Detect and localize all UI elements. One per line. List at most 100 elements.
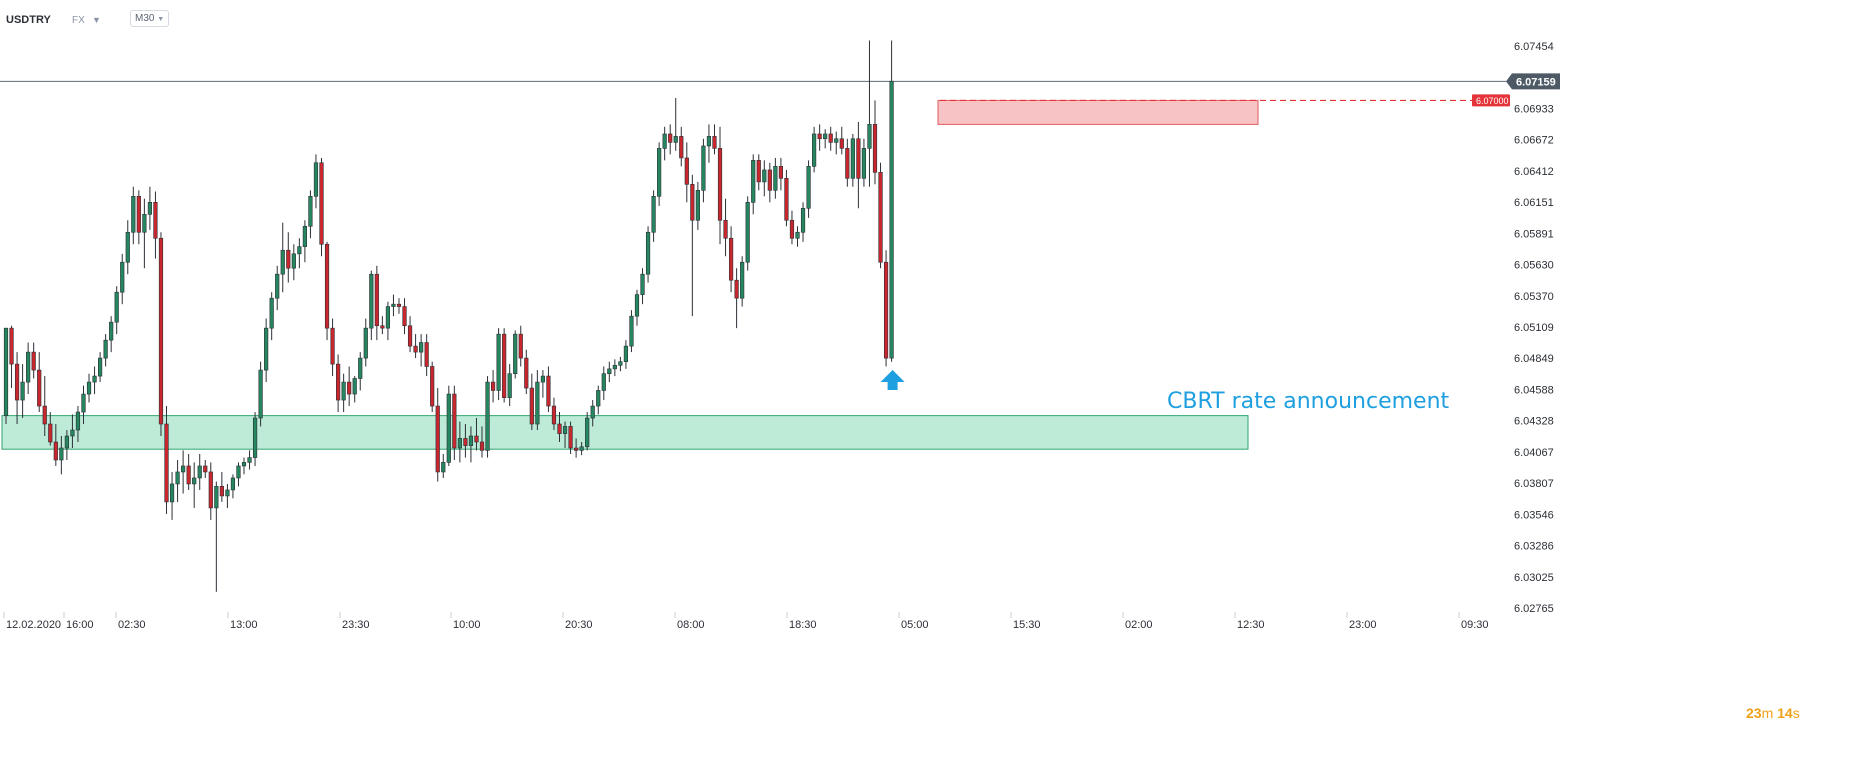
- candle-body-up: [131, 195, 136, 233]
- candle-body-up: [92, 375, 97, 383]
- candle-body-down: [374, 273, 379, 327]
- candle-body-up: [247, 457, 252, 463]
- candle-body-up: [275, 273, 280, 299]
- candle-body-up: [297, 246, 302, 255]
- x-tick-label: 12.02.2020: [6, 619, 61, 631]
- candle-body-up: [70, 429, 75, 437]
- candle-countdown: 23m 14s: [1746, 705, 1800, 721]
- candle-body-down: [380, 325, 385, 329]
- candle-body-down: [728, 237, 734, 281]
- chevron-down-icon: ▼: [157, 16, 165, 23]
- candle-body-up: [97, 357, 103, 377]
- x-tick-label: 12:30: [1237, 619, 1265, 631]
- y-tick-label: 6.05109: [1514, 322, 1554, 334]
- candle-body-up: [120, 261, 125, 293]
- candle-body-up: [800, 207, 806, 233]
- candle-body-up: [867, 124, 872, 149]
- candle-body-down: [690, 184, 695, 221]
- candle-body-down: [878, 172, 883, 263]
- candle-body-down: [186, 465, 191, 485]
- symbol-dropdown-icon[interactable]: ▼: [92, 15, 101, 25]
- x-tick-label: 18:30: [789, 619, 817, 631]
- candle-body-up: [645, 231, 651, 275]
- candle-body-up: [596, 390, 601, 407]
- candle-body-down: [9, 327, 14, 365]
- support-zone: [1, 415, 1249, 450]
- candle-body-down: [479, 441, 485, 451]
- candle-body-up: [740, 261, 745, 299]
- candle-body-up: [59, 447, 64, 461]
- y-tick-label: 6.04849: [1514, 353, 1554, 365]
- y-tick-label: 6.03546: [1514, 509, 1554, 521]
- candle-body-down: [756, 160, 761, 183]
- candle-body-up: [225, 489, 230, 497]
- candle-body-up: [419, 342, 424, 353]
- candle-body-down: [767, 169, 772, 191]
- candles-layer: [3, 40, 894, 592]
- candle-body-up: [612, 364, 617, 370]
- candle-body-up: [607, 368, 612, 374]
- candle-body-down: [712, 136, 717, 149]
- candle-body-up: [861, 148, 867, 179]
- x-tick-label: 20:30: [565, 619, 593, 631]
- candle-body-down: [424, 342, 429, 367]
- resistance-zone: [937, 99, 1259, 125]
- candle-body-up: [241, 462, 247, 467]
- candle-body-up: [823, 133, 828, 140]
- candle-body-down: [817, 133, 822, 140]
- level-tag: [1472, 94, 1510, 107]
- level-label: 6.07000: [1476, 96, 1509, 106]
- candle-body-up: [264, 327, 269, 371]
- y-tick-label: 6.06672: [1514, 135, 1554, 147]
- candle-body-up: [252, 417, 258, 458]
- y-tick-label: 6.07454: [1514, 41, 1554, 53]
- candle-body-up: [3, 327, 9, 416]
- candle-body-down: [452, 393, 457, 449]
- candle-body-up: [706, 136, 712, 147]
- candle-body-down: [474, 435, 479, 443]
- x-tick-label: 05:00: [901, 619, 929, 631]
- candle-body-up: [651, 195, 656, 233]
- candle-body-down: [208, 471, 213, 509]
- candle-body-up: [103, 339, 108, 359]
- candle-body-up: [812, 133, 817, 167]
- candle-body-up: [629, 315, 634, 347]
- candle-body-down: [53, 441, 58, 461]
- candle-body-up: [175, 471, 180, 485]
- annotation-layer: CBRT rate announcement: [880, 370, 1450, 414]
- candle-body-down: [490, 381, 496, 391]
- candle-body-down: [14, 363, 20, 401]
- timeframe-label: M30: [135, 13, 155, 24]
- candle-body-up: [889, 80, 894, 359]
- y-tick-label: 6.04328: [1514, 416, 1554, 428]
- timeframe-selector[interactable]: M30 ▼: [130, 10, 170, 27]
- candle-body-up: [795, 231, 800, 239]
- candle-body-down: [203, 465, 208, 473]
- y-tick-label: 6.05630: [1514, 260, 1554, 272]
- candle-body-up: [280, 249, 285, 275]
- candle-body-up: [363, 327, 368, 359]
- x-tick-label: 02:00: [1125, 619, 1153, 631]
- y-tick-label: 6.06933: [1514, 103, 1554, 115]
- candle-body-down: [574, 447, 579, 451]
- candle-body-down: [568, 426, 573, 449]
- candle-body-down: [347, 381, 352, 395]
- candle-body-down: [828, 133, 833, 143]
- candle-body-down: [324, 243, 330, 329]
- x-tick-label: 23:30: [342, 619, 370, 631]
- candle-body-down: [396, 303, 402, 307]
- symbol-label[interactable]: USDTRY: [6, 14, 51, 26]
- candle-body-down: [789, 219, 795, 239]
- candle-body-up: [485, 381, 490, 451]
- candle-body-up: [313, 162, 319, 197]
- candle-body-up: [302, 225, 307, 247]
- candle-body-down: [518, 333, 523, 359]
- instrument-type-label: FX: [72, 15, 85, 26]
- candle-body-up: [762, 169, 767, 183]
- x-tick-label: 02:30: [118, 619, 146, 631]
- candle-body-down: [136, 195, 141, 233]
- candle-body-up: [585, 417, 590, 448]
- candle-body-up: [114, 291, 119, 323]
